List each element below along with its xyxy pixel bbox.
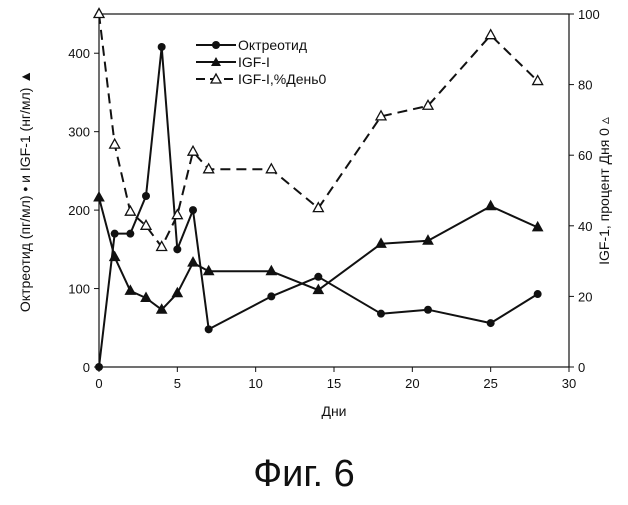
data-point-octreotide [487,319,495,327]
data-point-octreotide [205,325,213,333]
series-layer [94,9,543,372]
y-axis-right-title: IGF-1, процент Дня 0 ▵ [596,117,612,265]
legend-label-igf1: IGF-I [238,54,270,70]
data-point-octreotide [267,292,275,300]
x-tick-label: 25 [483,376,497,391]
data-point-igf1 [266,266,276,275]
x-axis-title: Дни [321,403,346,419]
data-point-igf1 [486,201,496,210]
y-left-tick-label: 100 [68,282,90,297]
data-point-octreotide [314,273,322,281]
legend: Октреотид IGF-I IGF-I,%День0 [196,37,327,87]
y-left-tick-label: 400 [68,46,90,61]
data-point-octreotide [158,43,166,51]
data-point-octreotide [173,245,181,253]
data-point-igf1 [125,285,135,294]
data-point-octreotide [126,230,134,238]
x-tick-label: 5 [174,376,181,391]
x-tick-label: 10 [248,376,262,391]
data-point-octreotide [111,230,119,238]
data-point-igf1 [188,257,198,266]
legend-label-igf1-percent: IGF-I,%День0 [238,71,327,87]
legend-label-octreotide: Октреотид [238,37,307,53]
y-left-tick-label: 300 [68,125,90,140]
y-left-tick-label: 200 [68,203,90,218]
plot-frame [99,14,569,367]
x-tick-label: 30 [562,376,576,391]
data-point-igf1 [94,192,104,201]
y-axis-left-title: Октреотид (пг/мл) • и IGF-1 (нг/мл) ▲ [17,70,33,312]
data-point-igf1-percent [94,9,104,18]
data-point-igf1-percent [188,146,198,155]
y-right-tick-label: 100 [578,7,600,22]
y-right-tick-label: 20 [578,289,592,304]
y-left-tick-label: 0 [83,360,90,375]
y-right-tick-label: 60 [578,148,592,163]
data-point-igf1-percent [110,139,120,148]
data-point-octreotide [534,290,542,298]
data-point-igf1-percent [125,206,135,215]
x-tick-label: 20 [405,376,419,391]
legend-marker-octreotide [212,41,220,49]
data-point-igf1-percent [486,30,496,39]
x-tick-label: 0 [95,376,102,391]
data-point-octreotide [424,306,432,314]
data-point-igf1 [172,288,182,297]
y-right-tick-label: 80 [578,78,592,93]
y-right-tick-label: 0 [578,360,585,375]
figure-caption: Фиг. 6 [253,453,355,495]
data-point-octreotide [142,192,150,200]
data-point-octreotide [377,310,385,318]
data-point-igf1-percent [266,164,276,173]
x-tick-label: 15 [327,376,341,391]
data-point-octreotide [189,206,197,214]
y-right-tick-label: 40 [578,219,592,234]
